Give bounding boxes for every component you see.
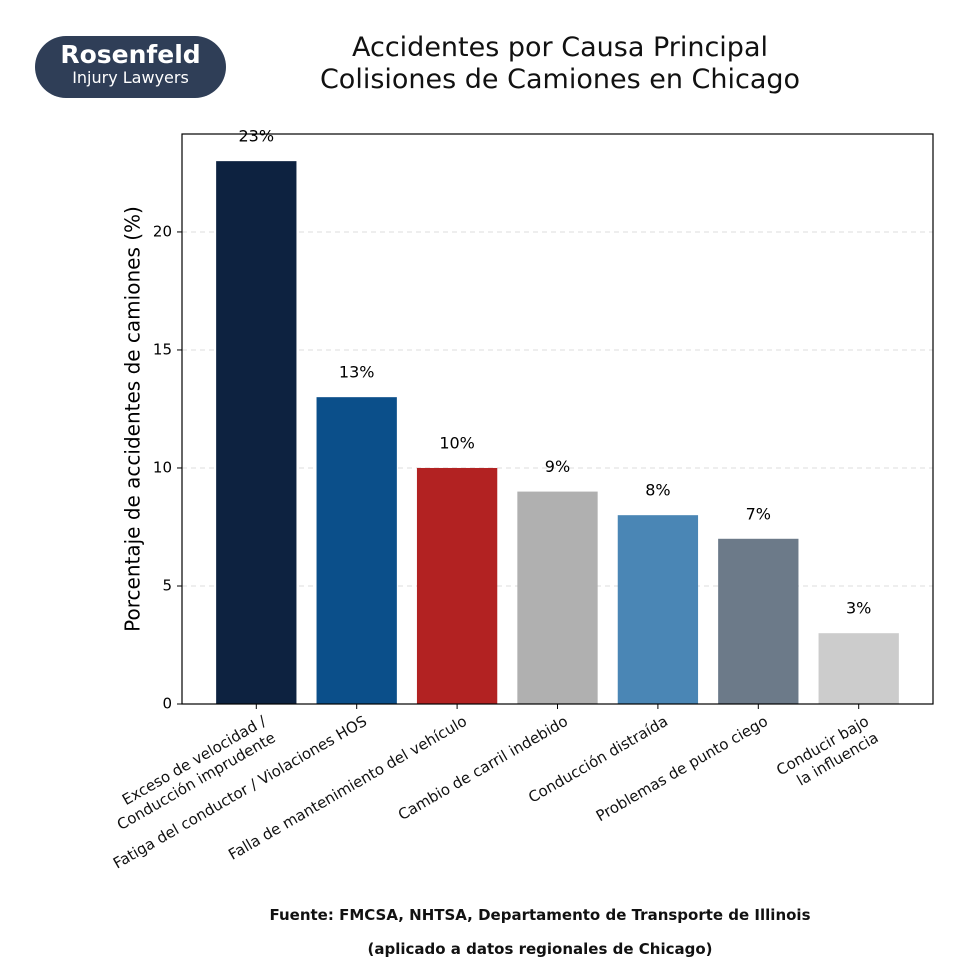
value-label: 8% <box>645 481 670 500</box>
y-tick-label: 5 <box>162 576 172 594</box>
value-label: 9% <box>545 457 570 476</box>
source-note: (aplicado a datos regionales de Chicago) <box>367 940 713 958</box>
value-label: 7% <box>746 504 771 523</box>
value-label: 10% <box>439 433 475 452</box>
bar <box>617 515 699 704</box>
bar <box>216 161 297 705</box>
bar <box>416 467 498 704</box>
y-tick-label: 20 <box>153 222 172 240</box>
bar <box>316 397 397 704</box>
bar <box>718 538 799 704</box>
y-axis-label: Porcentaje de accidentes de camiones (%) <box>121 206 145 632</box>
value-label: 23% <box>239 127 275 146</box>
y-tick-label: 15 <box>153 340 172 358</box>
y-tick-label: 10 <box>153 458 172 476</box>
value-label: 3% <box>846 599 871 618</box>
bar <box>818 633 899 704</box>
value-label: 13% <box>339 363 375 382</box>
source: Fuente: FMCSA, NHTSA, Departamento de Tr… <box>269 906 811 924</box>
plot-frame <box>181 133 934 705</box>
logo-name: Rosenfeld <box>60 40 201 69</box>
chart-title: Accidentes por Causa Principal Colisione… <box>319 32 801 95</box>
bar <box>517 491 598 704</box>
logo-tagline: Injury Lawyers <box>72 68 189 87</box>
logo: Rosenfeld Injury Lawyers <box>35 36 226 98</box>
y-tick-label: 0 <box>162 695 172 713</box>
